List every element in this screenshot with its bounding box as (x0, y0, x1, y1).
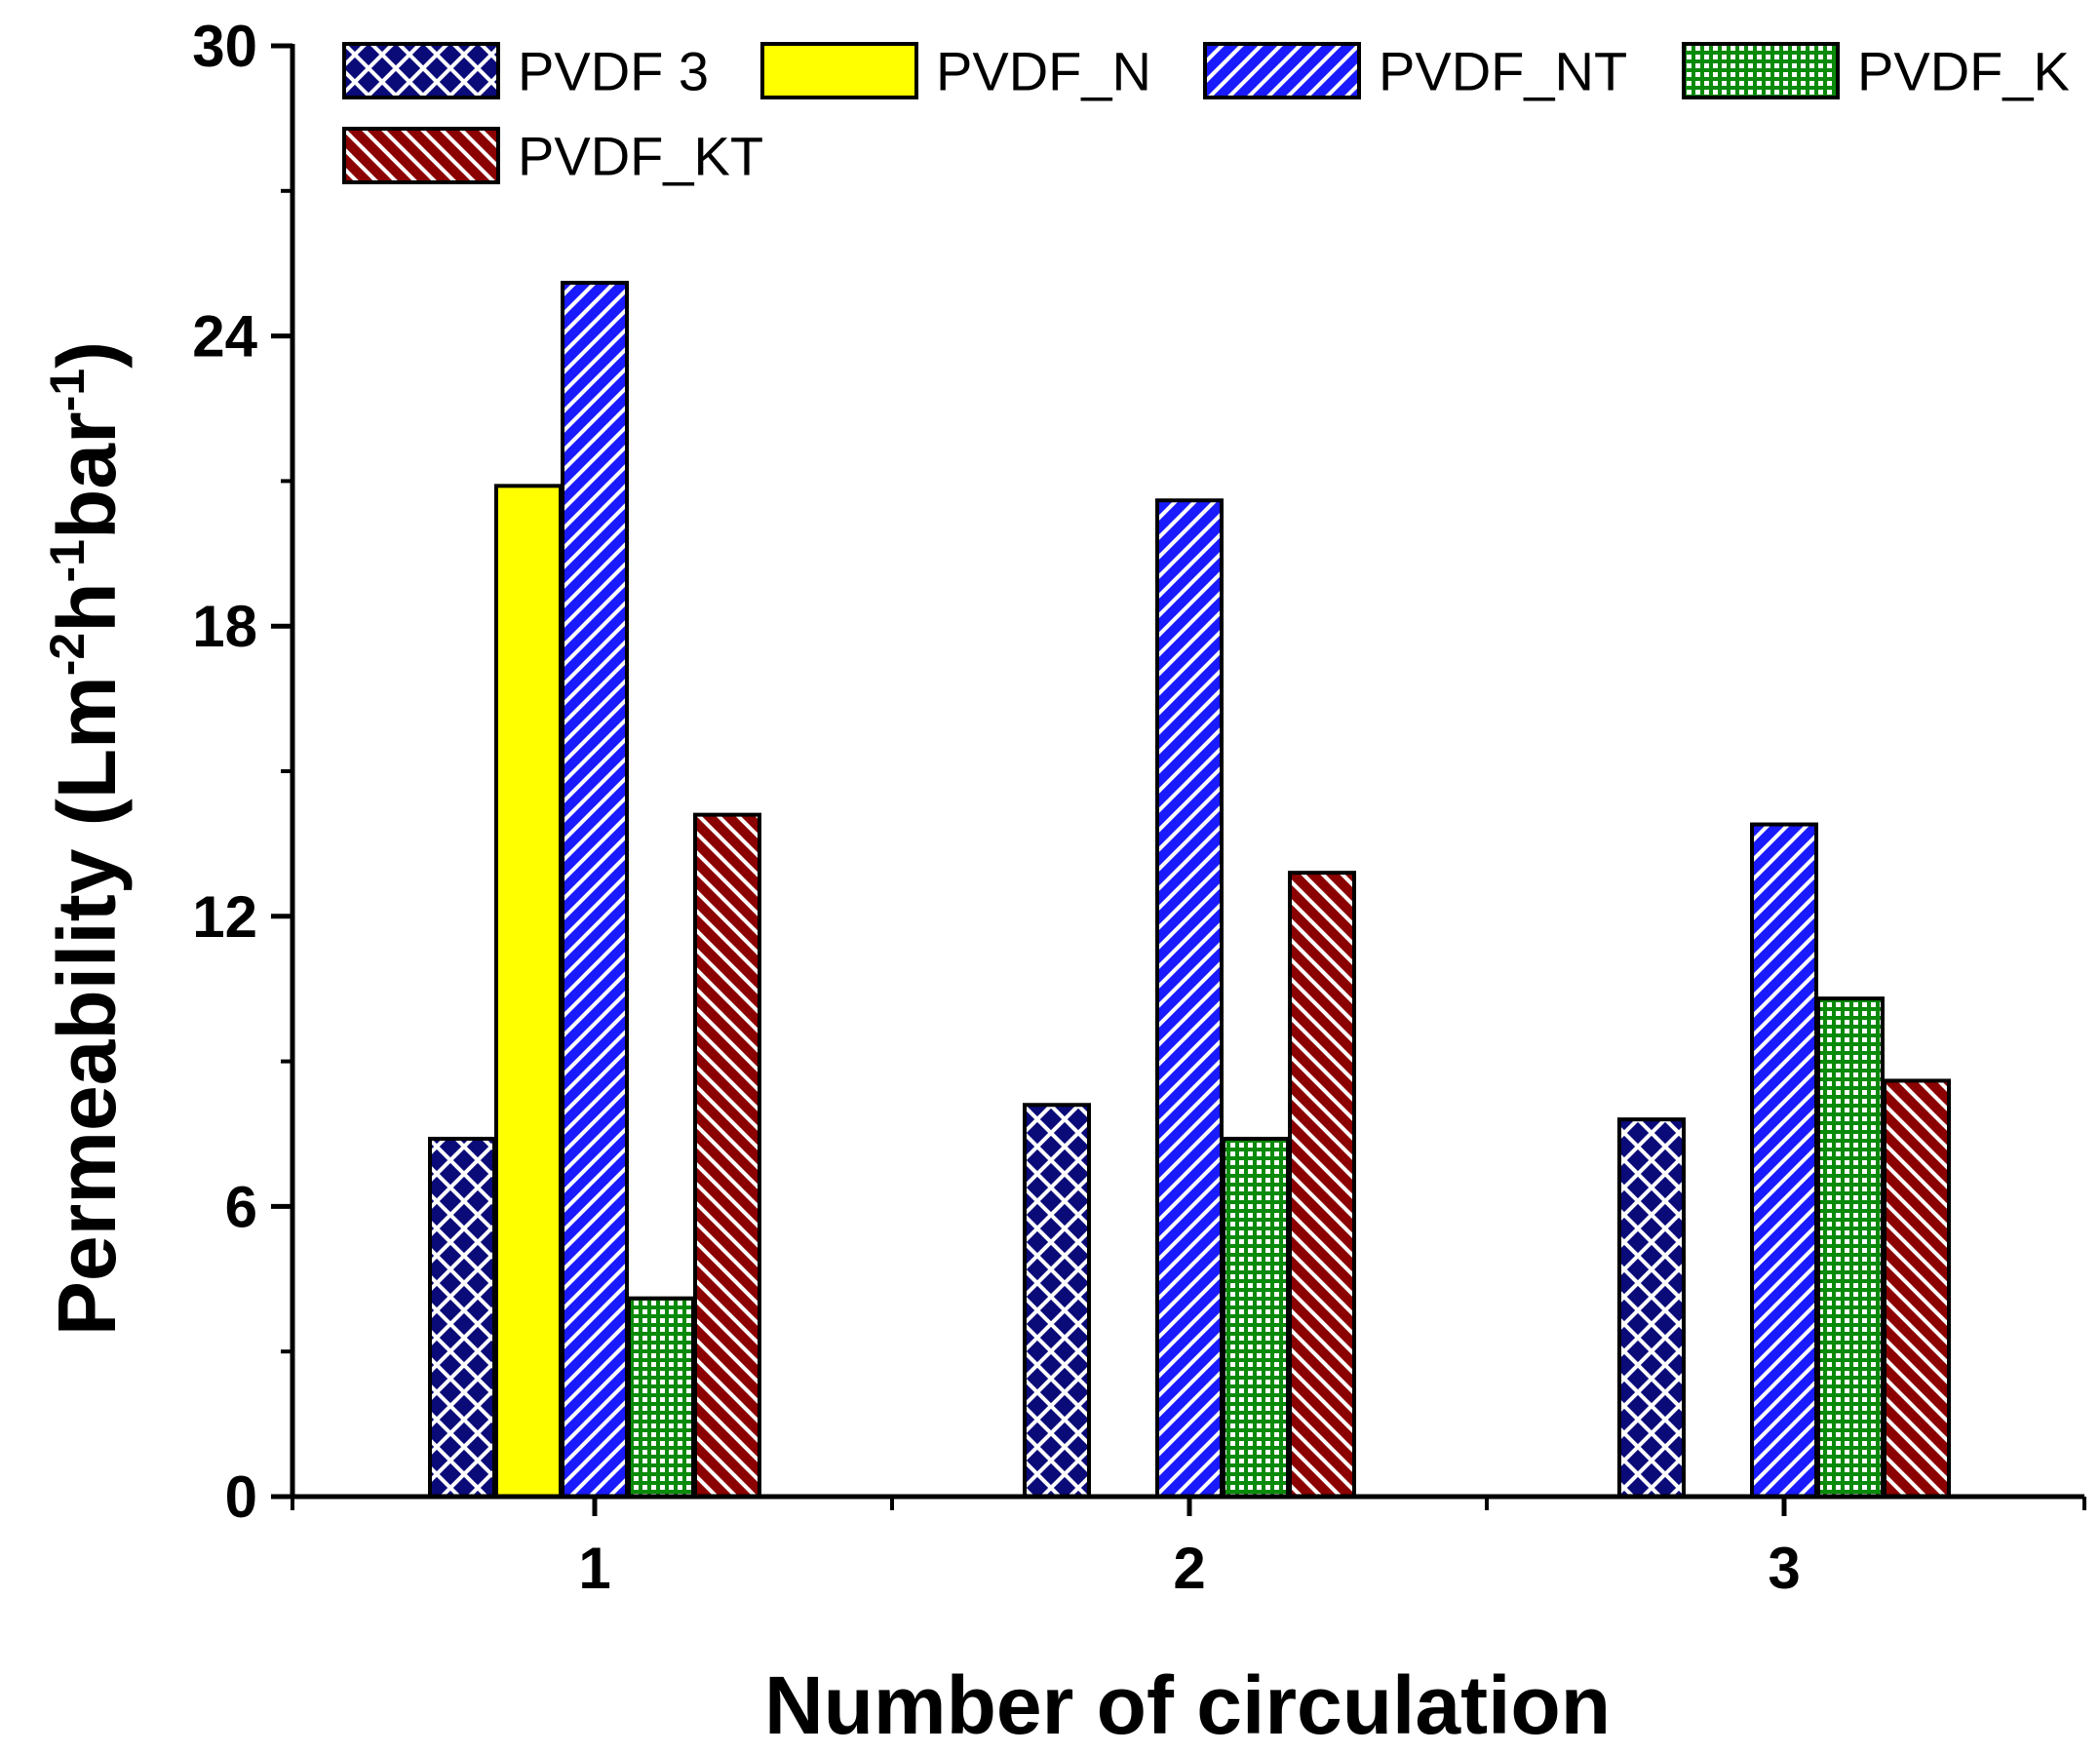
bar-pvdf-k-cat-1 (627, 1296, 695, 1500)
legend-swatch-pvdf-n (760, 42, 918, 99)
bar-pvdf-kt-cat-3 (1883, 1078, 1951, 1499)
legend-swatch-pvdf-nt (1203, 42, 1361, 99)
legend-label-pvdf-k: PVDF_K (1857, 41, 2070, 102)
y-axis-title-suffix: ) (41, 341, 133, 369)
bar-pvdf-3-cat-1 (428, 1136, 496, 1499)
legend-label-pvdf-nt: PVDF_NT (1379, 41, 1627, 102)
bar-pvdf-nt-cat-3 (1750, 822, 1818, 1499)
bar-pvdf-3-cat-2 (1023, 1103, 1091, 1499)
y-tick-label-24: 24 (192, 304, 257, 370)
bar-pvdf-k-cat-2 (1222, 1136, 1290, 1499)
bars-layer (428, 281, 1951, 1500)
y-axis-title-mid1: h (41, 582, 133, 632)
x-tick-label-1: 1 (578, 1536, 610, 1601)
y-axis-title-prefix: Permeability (Lm (41, 676, 133, 1336)
bar-pvdf-k-cat-3 (1816, 996, 1885, 1499)
y-tick-label-12: 12 (192, 884, 257, 950)
legend-swatch-pvdf-kt (342, 127, 500, 184)
legend-swatch-pvdf-k (1682, 42, 1840, 99)
x-tick-label-2: 2 (1173, 1536, 1205, 1601)
legend-label-pvdf-n: PVDF_N (936, 41, 1151, 102)
y-axis-title-sup1: -2 (40, 633, 95, 676)
y-tick-label-18: 18 (192, 594, 257, 659)
y-tick-label-30: 30 (192, 14, 257, 79)
bar-pvdf-3-cat-3 (1617, 1117, 1686, 1499)
legend-label-pvdf-3: PVDF 3 (518, 41, 709, 102)
x-axis-title: Number of circulation (764, 1659, 1611, 1751)
legend-swatch-pvdf-3 (342, 42, 500, 99)
y-axis-title-sup3: -1 (40, 369, 95, 411)
bar-pvdf-nt-cat-1 (561, 281, 629, 1499)
bar-pvdf-nt-cat-2 (1155, 498, 1224, 1499)
y-tick-label-6: 6 (225, 1174, 257, 1239)
y-axis-title-mid2: bar (41, 411, 133, 539)
y-axis-title-sup2: -1 (40, 539, 95, 582)
bar-pvdf-n-cat-1 (494, 484, 563, 1499)
y-tick-label-0: 0 (225, 1464, 257, 1530)
y-axis-title: Permeability (Lm-2h-1bar-1) (40, 341, 133, 1336)
x-tick-label-3: 3 (1768, 1536, 1800, 1601)
bar-pvdf-kt-cat-1 (693, 812, 761, 1499)
legend: PVDF 3 PVDF_N PVDF_NT PVDF_K PVDF_KT (342, 41, 2070, 187)
legend-label-pvdf-kt: PVDF_KT (518, 126, 763, 187)
bar-pvdf-kt-cat-2 (1288, 871, 1356, 1499)
